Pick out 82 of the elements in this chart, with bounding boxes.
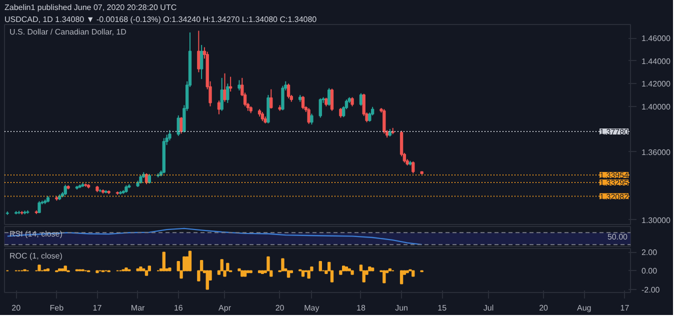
x-tick-label: 15	[438, 304, 448, 312]
x-tick-label: Feb	[50, 304, 64, 312]
bar	[350, 270, 354, 275]
candlestick	[350, 96, 354, 107]
x-tick-label: Jun	[395, 304, 408, 312]
bar	[412, 270, 415, 277]
bar	[307, 270, 310, 279]
bar	[342, 266, 346, 272]
chart-title: ROC (1, close)	[10, 252, 63, 260]
candlestick	[238, 80, 241, 91]
x-tick-label: May	[304, 304, 320, 312]
text: Zabelin1 published June 07, 2020 20:28:20 UTC	[4, 3, 177, 12]
bar	[38, 264, 41, 272]
candlestick	[286, 83, 290, 99]
bar	[162, 252, 166, 272]
candlestick	[307, 108, 310, 124]
bar	[243, 270, 247, 277]
candlestick	[64, 184, 67, 196]
bar	[139, 266, 142, 272]
x-tick-label: 17	[92, 304, 102, 312]
bar	[286, 270, 290, 278]
chart-title: U.S. Dollar / Canadian Dollar, 1D	[10, 28, 127, 36]
x-tick-label: 16	[174, 304, 184, 312]
candlestick	[260, 112, 264, 122]
y-tick-label: 1.44000	[642, 56, 671, 66]
candlestick	[226, 83, 230, 104]
ref-line-label: 1.37780	[600, 128, 630, 137]
candlestick	[328, 88, 331, 106]
y-tick-label: 1.40000	[642, 102, 671, 112]
candlestick	[223, 72, 226, 102]
candlestick	[310, 113, 314, 125]
y-tick-label: 1.30000	[642, 216, 671, 225]
y-tick-label: 0.00	[642, 266, 658, 276]
candlestick	[359, 92, 363, 106]
annotation: 50.00	[607, 232, 628, 242]
bar	[344, 266, 348, 272]
y-tick-label: 1.46000	[642, 34, 671, 44]
bar	[318, 260, 322, 272]
bar	[301, 270, 305, 277]
bar	[281, 258, 284, 272]
text: USDCAD, 1D 1.34080 ▼ -0.00168 (-0.13%) O:1.34240 H:1.34270 L:1.34080 C:1.34080	[4, 15, 318, 24]
candlestick	[281, 85, 284, 111]
candlestick	[330, 88, 334, 112]
candlestick	[144, 172, 148, 185]
candlestick	[339, 108, 342, 118]
ref-line-label: 1.32082	[600, 192, 630, 202]
bar	[240, 270, 244, 277]
bar	[64, 266, 67, 272]
x-tick-label: Aug	[577, 304, 592, 312]
x-tick-label: Apr	[218, 304, 232, 312]
y-tick-label: -2.00	[642, 285, 660, 294]
x-tick-label: Jul	[483, 304, 494, 312]
candlestick	[318, 98, 322, 118]
bar	[368, 266, 372, 272]
bar	[124, 267, 128, 272]
candlestick	[412, 160, 415, 174]
x-tick-label: 20	[275, 304, 285, 312]
bar	[370, 267, 374, 272]
bar	[168, 267, 172, 272]
y-tick-label: 2.00	[642, 248, 658, 258]
candlestick	[382, 108, 386, 134]
candlestick	[270, 88, 273, 110]
x-tick-label: 20	[12, 304, 22, 312]
ref-line-label: 1.33954	[600, 171, 630, 180]
ref-line-label: 1.33295	[600, 178, 630, 188]
x-tick-label: 20	[539, 304, 549, 312]
bar	[188, 250, 192, 272]
x-tick-label: 17	[620, 304, 630, 312]
candlestick	[228, 76, 232, 92]
y-tick-label: 1.36000	[642, 148, 671, 157]
bar	[382, 270, 386, 284]
candlestick	[301, 96, 305, 110]
candlestick	[180, 116, 183, 134]
x-tick-label: Mar	[130, 304, 146, 312]
candlestick	[168, 130, 172, 141]
candlestick	[200, 44, 204, 80]
bar	[400, 270, 404, 284]
candlestick	[148, 173, 151, 184]
candlestick	[217, 100, 221, 115]
y-tick-label: 1.42000	[642, 80, 671, 89]
candlestick	[197, 30, 200, 73]
x-tick-label: 18	[356, 304, 366, 312]
